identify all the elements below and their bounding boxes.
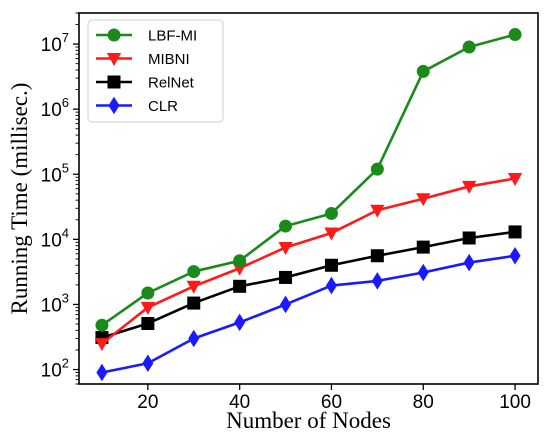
x-tick-label: 20 (137, 392, 158, 413)
data-point (508, 225, 522, 239)
data-point (325, 276, 337, 295)
data-point (370, 204, 385, 218)
data-point (507, 172, 523, 186)
legend-item: CLR (96, 96, 178, 115)
legend-label: RelNet (148, 75, 195, 92)
legend-item: LBF-MI (96, 28, 197, 45)
x-tick-label: 60 (321, 392, 342, 413)
legend-label: LBF-MI (148, 28, 197, 45)
legend-item: RelNet (96, 75, 195, 92)
data-point (233, 279, 247, 293)
data-point (509, 246, 521, 265)
legend-marker (108, 96, 120, 115)
data-point (462, 231, 476, 245)
data-point (370, 249, 384, 263)
data-point (141, 316, 155, 330)
legend-label: MIBNI (148, 51, 190, 68)
data-point (508, 28, 522, 42)
data-point (188, 329, 200, 348)
data-point (416, 240, 430, 254)
data-point (141, 286, 155, 300)
series-line (101, 33, 516, 327)
data-point (371, 272, 383, 290)
data-point (279, 219, 293, 233)
data-point (142, 354, 154, 373)
data-point (324, 227, 339, 241)
y-tick-label: 102 (41, 356, 69, 382)
y-tick-label: 106 (41, 95, 69, 121)
legend: LBF-MI MIBNI RelNet CLR (87, 19, 224, 123)
y-tick-label: 104 (41, 225, 69, 251)
data-point (234, 313, 246, 332)
data-point (140, 301, 155, 315)
data-point (233, 254, 247, 268)
series-line (101, 254, 516, 374)
data-point (462, 40, 476, 54)
x-tick-label: 40 (229, 392, 250, 413)
data-point (324, 206, 338, 220)
legend-label: CLR (148, 98, 178, 115)
x-tick-label: 100 (499, 392, 531, 413)
data-point (95, 318, 109, 332)
legend-box (87, 19, 224, 123)
data-point (94, 338, 110, 352)
data-point (324, 258, 338, 272)
plot-frame (78, 12, 539, 385)
y-axis-title: Running Time (millisec.) (7, 83, 32, 315)
data-point (370, 162, 384, 176)
series-line (101, 230, 516, 339)
data-point (416, 64, 430, 78)
series-relnet (95, 225, 522, 345)
series-mibni (94, 172, 523, 352)
data-point (278, 241, 293, 255)
x-tick-label: 80 (413, 392, 434, 413)
data-point (416, 193, 431, 207)
series-line (101, 177, 516, 345)
data-point (186, 280, 201, 294)
data-point (96, 363, 108, 382)
data-point (417, 263, 429, 282)
legend-item: MIBNI (96, 51, 190, 68)
y-tick-label: 103 (41, 290, 69, 316)
data-point (187, 296, 201, 310)
y-tick-label: 105 (41, 160, 69, 186)
data-point (280, 295, 292, 314)
legend-marker (107, 75, 121, 89)
series-clr (96, 246, 521, 382)
data-point (462, 180, 477, 194)
legend-marker (106, 52, 122, 66)
data-point (187, 265, 201, 279)
data-point (463, 253, 475, 272)
legend-marker (107, 28, 121, 42)
x-axis-title: Number of Nodes (226, 408, 391, 433)
series-layer (94, 28, 523, 382)
y-tick-label: 107 (41, 30, 69, 56)
data-point (279, 270, 293, 284)
series-lbf-mi (95, 28, 522, 332)
